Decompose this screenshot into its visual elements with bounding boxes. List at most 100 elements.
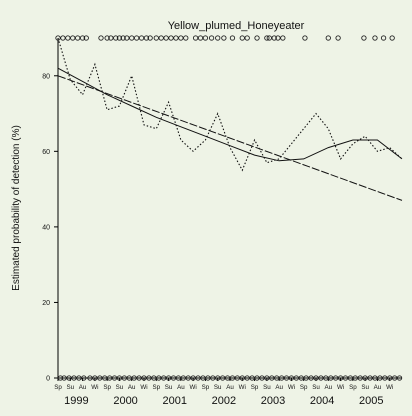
series-lines	[57, 37, 403, 201]
rug-top-34	[244, 35, 250, 41]
rug-bottom-57	[337, 375, 344, 381]
rug-bottom-29	[200, 375, 206, 381]
rug-bottom-69	[396, 375, 403, 381]
season-label-24: Sp	[349, 384, 357, 391]
rug-top-0	[55, 35, 61, 41]
rug-bottom-28	[195, 375, 201, 381]
rug-bottom-68	[391, 375, 398, 381]
rug-top-36	[264, 35, 270, 41]
season-label-21: Su	[312, 384, 320, 391]
season-label-5: Su	[116, 384, 124, 391]
season-label-8: Sp	[152, 384, 160, 391]
rug-top-30	[215, 35, 221, 41]
rug-top-35	[254, 35, 260, 41]
rug-bottom-25	[180, 375, 186, 381]
rug-bottom-51	[308, 375, 314, 381]
rug-top-28	[202, 35, 209, 41]
rug-bottom-0	[57, 375, 64, 381]
series-line-dotted	[57, 37, 403, 172]
rug-bottom-20	[156, 375, 162, 381]
rug-bottom-46	[283, 375, 290, 381]
rug-bottom-12	[116, 375, 123, 381]
rug-top-47	[389, 35, 395, 41]
rug-bottom-13	[121, 375, 127, 381]
rug-top-39	[275, 35, 281, 41]
rug-top-1	[60, 35, 66, 41]
season-label-13: Su	[214, 384, 222, 391]
rug-bottom-44	[274, 375, 280, 381]
rug-top-20	[158, 35, 164, 41]
rug-top-41	[302, 35, 308, 41]
season-label-17: Su	[263, 384, 271, 391]
rug-bottom-60	[352, 375, 358, 381]
rug-top-25	[183, 35, 189, 41]
x-ticks: Sp Su Au Wi Sp Su Au Wi Sp Su Au Wi Sp Su Au Wi Sp Su Au Wi…	[54, 378, 393, 407]
season-label-26: Au	[374, 384, 382, 391]
rug-bottom-35	[229, 375, 236, 381]
rug-bottom-39	[249, 375, 255, 381]
rug-top-43	[335, 35, 341, 41]
rug-top-33	[239, 35, 245, 41]
rug-bottom-4	[76, 375, 82, 381]
rug-top-4	[75, 35, 81, 41]
year-label-2005: 2005	[359, 395, 383, 407]
rug-top-24	[178, 35, 184, 41]
rug-top-27	[197, 35, 204, 41]
y-axis-title: Estimated probability of detection (%)	[11, 125, 22, 291]
chart-title: Yellow_plumed_Honeyeater	[168, 20, 305, 32]
y-ticks: 0 20 40 60 80	[42, 73, 58, 383]
rug-bottom-32	[215, 375, 221, 381]
series-line-dashed	[57, 75, 403, 201]
season-label-7: Wi	[140, 384, 147, 391]
rug-bottom-26	[185, 375, 191, 381]
rug-bottom-65	[377, 375, 383, 381]
season-label-3: Wi	[91, 384, 98, 391]
rug-bottom-62	[362, 375, 368, 381]
rug-top-15	[133, 35, 140, 41]
rug-bottom-63	[367, 375, 373, 381]
rug-bottom-24	[175, 375, 182, 381]
season-label-16: Sp	[251, 384, 259, 391]
rug-bottom-14	[126, 375, 132, 381]
rug-bottom-9	[102, 375, 108, 381]
y-tick-label-0: 0	[46, 376, 50, 383]
season-label-4: Sp	[103, 384, 111, 391]
rug-bottom-31	[210, 375, 216, 381]
rug-bottom-41	[259, 375, 265, 381]
season-label-12: Sp	[202, 384, 210, 391]
rug-bottom-66	[382, 375, 388, 381]
rug-bottom-42	[264, 375, 270, 381]
season-label-27: Wi	[386, 384, 393, 391]
rug-bottom-40	[254, 375, 260, 381]
rug-bottom-5	[81, 375, 87, 381]
rug-bottom-6	[87, 375, 93, 381]
rug-bottom-3	[71, 375, 77, 381]
rug-top-19	[153, 35, 159, 41]
season-label-25: Su	[361, 384, 369, 391]
rug-top-26	[192, 35, 199, 41]
rug-bottom-23	[170, 375, 177, 381]
y-tick-label-1: 20	[42, 300, 50, 307]
rug-bottom-48	[293, 375, 299, 381]
rug-bottom-37	[239, 375, 245, 381]
rug-top-10	[113, 35, 119, 41]
rug-bottom-67	[387, 375, 393, 381]
rug-bottom-27	[190, 375, 196, 381]
rug-top-17	[143, 35, 150, 41]
rug-bottom-17	[141, 375, 147, 381]
rug-top-5	[79, 35, 86, 41]
season-label-20: Sp	[300, 384, 308, 391]
rug-top-22	[168, 35, 174, 41]
rug-bottom-34	[224, 375, 231, 381]
rug-top-13	[124, 35, 130, 41]
rug-bottom-1	[61, 375, 67, 381]
y-tick-label-2: 40	[42, 224, 50, 231]
rug-bottom-38	[244, 375, 250, 381]
rug-bottom-50	[303, 375, 309, 381]
y-tick-label-4: 80	[42, 73, 50, 80]
year-label-2004: 2004	[310, 395, 334, 407]
season-label-0: Sp	[54, 384, 62, 391]
rug-bottom-16	[136, 375, 142, 381]
year-label-2000: 2000	[113, 395, 137, 407]
